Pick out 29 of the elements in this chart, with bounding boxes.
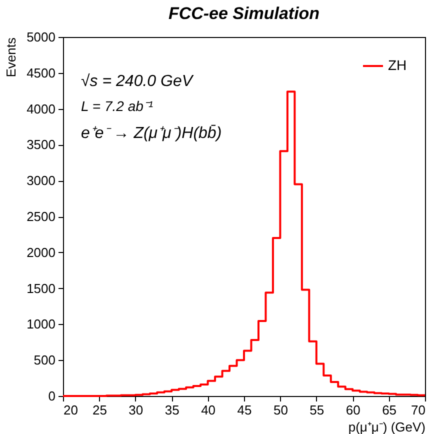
y-tick-label: 4000 xyxy=(26,101,56,116)
annotation: √s = 240.0 GeV xyxy=(81,73,194,90)
x-tick-label: 60 xyxy=(346,402,360,418)
y-tick-label: 5000 xyxy=(26,30,56,44)
chart-title: FCC-ee Simulation xyxy=(168,4,320,23)
annotation: L = 7.2 ab⁻¹ xyxy=(81,98,154,114)
y-tick-label: 4500 xyxy=(26,65,56,80)
x-tick-label: 25 xyxy=(92,402,107,418)
annotation: e⁺e⁻ → Z(μ⁺μ⁻)H(bb̄) xyxy=(81,124,222,142)
y-tick-label: 500 xyxy=(34,352,56,368)
x-tick-label: 30 xyxy=(128,402,144,418)
y-axis-title: Events xyxy=(4,37,19,78)
x-axis-title: p(μ⁺μ⁻) (GeV) xyxy=(348,420,426,434)
y-tick-label: 2000 xyxy=(26,244,56,260)
y-tick-label: 3000 xyxy=(26,173,56,188)
x-tick-label: 20 xyxy=(64,402,78,418)
x-tick-label: 70 xyxy=(411,402,426,418)
y-tick-label: 2500 xyxy=(26,209,56,224)
legend-label: ZH xyxy=(388,57,407,73)
y-tick-label: 1000 xyxy=(26,316,56,332)
x-tick-label: 40 xyxy=(201,402,216,418)
x-tick-label: 55 xyxy=(310,402,324,418)
y-tick-label: 1500 xyxy=(26,280,56,296)
x-tick-label: 45 xyxy=(237,402,252,418)
x-tick-label: 65 xyxy=(382,402,397,418)
y-tick-label: 3500 xyxy=(26,137,56,152)
x-tick-label: 50 xyxy=(273,402,288,418)
y-tick-label: 0 xyxy=(48,388,56,404)
x-tick-label: 35 xyxy=(164,402,180,418)
